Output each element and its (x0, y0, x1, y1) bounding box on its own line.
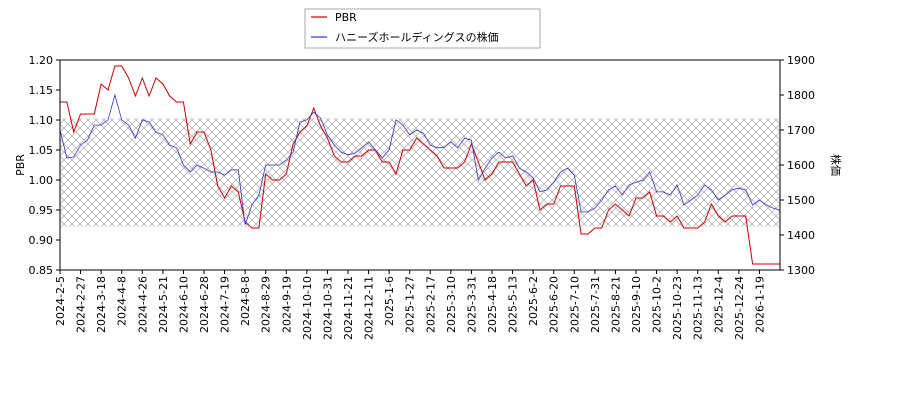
y2-tick-label: 1600 (787, 159, 815, 172)
y-tick-label: 1.10 (29, 114, 54, 127)
x-tick-label: 2024-8-8 (239, 276, 252, 326)
x-tick-label: 2024-7-19 (219, 276, 232, 333)
y-axis-label: PBR (14, 154, 27, 176)
y-tick-label: 1.20 (29, 54, 54, 67)
x-tick-label: 2025-3-10 (445, 276, 458, 333)
legend-box (304, 8, 541, 49)
x-tick-label: 2024-5-21 (157, 276, 170, 333)
legend: PBR ハニーズホールディングスの株価 (304, 8, 541, 49)
y-tick-label: 0.85 (29, 264, 54, 277)
x-tick-label: 2024-4-26 (136, 276, 149, 333)
x-tick-label: 2024-3-18 (95, 276, 108, 333)
y2-tick-label: 1300 (787, 264, 815, 277)
shaded-range (60, 118, 780, 227)
x-tick-label: 2024-10-10 (301, 276, 314, 340)
legend-label: PBR (335, 11, 357, 24)
x-tick-label: 2025-4-18 (486, 276, 499, 333)
x-tick-label: 2025-2-17 (424, 276, 437, 333)
x-tick-label: 2025-12-24 (733, 276, 746, 340)
x-tick-label: 2025-6-2 (527, 276, 540, 326)
x-tick-label: 2025-7-10 (568, 276, 581, 333)
x-tick-label: 2024-10-31 (321, 276, 334, 340)
x-tick-label: 2024-4-8 (116, 276, 129, 326)
x-tick-label: 2025-1-27 (404, 276, 417, 333)
x-tick-label: 2024-2-27 (75, 276, 88, 333)
x-tick-label: 2025-6-20 (548, 276, 561, 333)
series-line (59, 93, 781, 225)
x-tick-label: 2025-11-13 (692, 276, 705, 340)
x-tick-label: 2024-6-10 (177, 276, 190, 333)
x-tick-label: 2025-9-10 (630, 276, 643, 333)
y-tick-label: 0.90 (29, 234, 54, 247)
x-tick-label: 2025-7-31 (589, 276, 602, 333)
y2-tick-label: 1500 (787, 194, 815, 207)
y2-axis-label: 株価 (829, 154, 843, 176)
x-tick-label: 2024-12-11 (363, 276, 376, 340)
x-tick-label: 2025-8-21 (609, 276, 622, 333)
y-tick-label: 1.05 (29, 144, 54, 157)
x-tick-label: 2026-1-19 (753, 276, 766, 333)
y-tick-label: 1.00 (29, 174, 54, 187)
plot-frame (59, 59, 781, 271)
y2-tick-label: 1800 (787, 89, 815, 102)
x-tick-label: 2025-10-2 (651, 276, 664, 333)
series-line (60, 65, 780, 265)
x-tick-label: 2025-10-23 (671, 276, 684, 340)
y2-tick-label: 1400 (787, 229, 815, 242)
x-tick-label: 2025-5-13 (507, 276, 520, 333)
y2-tick-label: 1900 (787, 54, 815, 67)
x-tick-label: 2024-9-19 (280, 276, 293, 333)
x-tick-label: 2024-11-21 (342, 276, 355, 340)
x-tick-label: 2024-2-5 (54, 276, 67, 326)
x-tick-label: 2025-3-31 (465, 276, 478, 333)
y-tick-label: 1.15 (29, 84, 54, 97)
x-tick-label: 2025-1-6 (383, 276, 396, 326)
x-tick-label: 2025-12-4 (712, 276, 725, 333)
x-tick-label: 2024-6-28 (198, 276, 211, 333)
legend-label: ハニーズホールディングスの株価 (335, 30, 499, 44)
y-tick-label: 0.95 (29, 204, 54, 217)
y2-tick-label: 1700 (787, 124, 815, 137)
x-tick-label: 2024-8-29 (260, 276, 273, 333)
